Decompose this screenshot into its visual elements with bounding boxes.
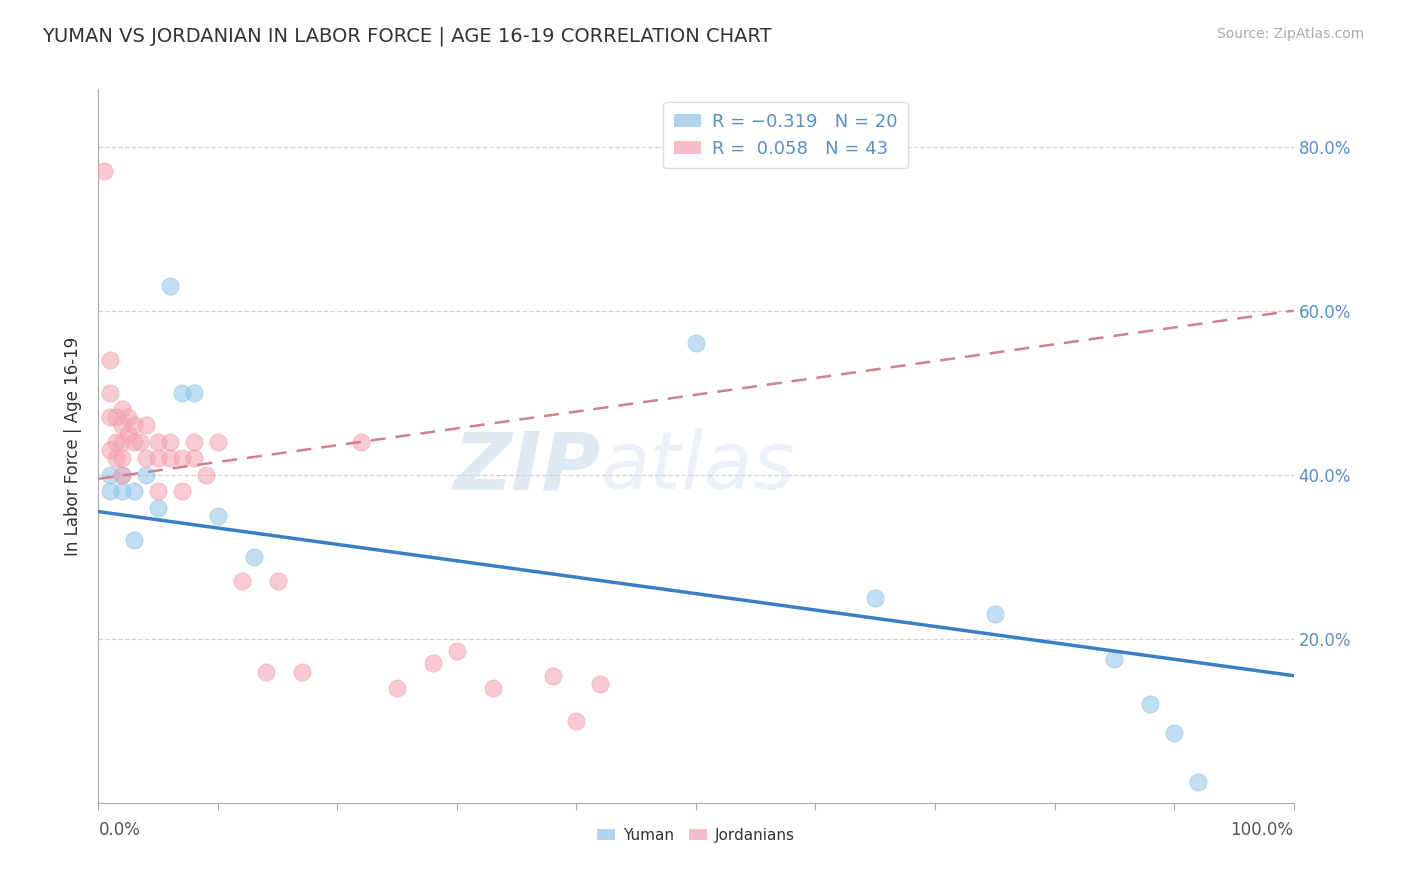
Point (111, 418, 134, 433)
Point (1139, 698, 1161, 712)
Point (129, 434, 152, 449)
Point (105, 451, 128, 466)
Point (148, 484, 170, 499)
Point (172, 385, 194, 400)
Point (231, 574, 253, 589)
Y-axis label: In Labor Force | Age 16-19: In Labor Force | Age 16-19 (65, 336, 83, 556)
Point (1163, 726, 1185, 740)
Point (105, 410, 128, 425)
Point (446, 644, 468, 658)
Point (422, 657, 444, 671)
Point (183, 434, 205, 449)
Point (98, 385, 122, 400)
Point (541, 668, 564, 682)
Point (1104, 652, 1126, 666)
Point (111, 451, 134, 466)
Point (98, 352, 122, 367)
Point (135, 418, 157, 433)
Point (385, 681, 409, 695)
Point (207, 508, 229, 523)
Point (865, 591, 887, 605)
Point (195, 467, 218, 482)
Point (254, 665, 277, 679)
Point (111, 402, 134, 417)
Point (124, 418, 146, 433)
Point (98, 410, 122, 425)
Point (111, 434, 134, 449)
Point (148, 500, 170, 515)
Point (124, 533, 146, 548)
Point (124, 484, 146, 499)
Point (93, 164, 115, 178)
Point (481, 681, 505, 695)
Point (135, 467, 157, 482)
Point (159, 434, 181, 449)
Point (267, 574, 290, 589)
Text: YUMAN VS JORDANIAN IN LABOR FORCE | AGE 16-19 CORRELATION CHART: YUMAN VS JORDANIAN IN LABOR FORCE | AGE … (42, 27, 772, 46)
Point (111, 467, 134, 482)
Text: atlas: atlas (600, 428, 796, 507)
Point (207, 434, 229, 449)
Point (111, 484, 134, 499)
Point (565, 714, 588, 728)
Point (117, 426, 139, 441)
Text: Source: ZipAtlas.com: Source: ZipAtlas.com (1216, 27, 1364, 41)
Text: 100.0%: 100.0% (1230, 821, 1294, 838)
Text: 0.0%: 0.0% (98, 821, 141, 838)
Text: ZIP: ZIP (453, 428, 600, 507)
Point (984, 607, 1007, 622)
Point (685, 336, 707, 351)
Point (117, 410, 139, 425)
Point (172, 484, 194, 499)
Point (172, 451, 194, 466)
Point (291, 665, 314, 679)
Point (105, 434, 128, 449)
Point (159, 451, 181, 466)
Legend: Yuman, Jordanians: Yuman, Jordanians (591, 822, 801, 848)
Point (98, 467, 122, 482)
Point (589, 677, 612, 691)
Point (148, 451, 170, 466)
Point (243, 549, 266, 564)
Point (350, 434, 373, 449)
Point (111, 467, 134, 482)
Point (183, 385, 205, 400)
Point (159, 279, 181, 293)
Point (135, 451, 157, 466)
Point (124, 434, 146, 449)
Point (148, 434, 170, 449)
Point (1187, 775, 1209, 789)
Point (98, 443, 122, 458)
Point (98, 484, 122, 499)
Point (183, 451, 205, 466)
